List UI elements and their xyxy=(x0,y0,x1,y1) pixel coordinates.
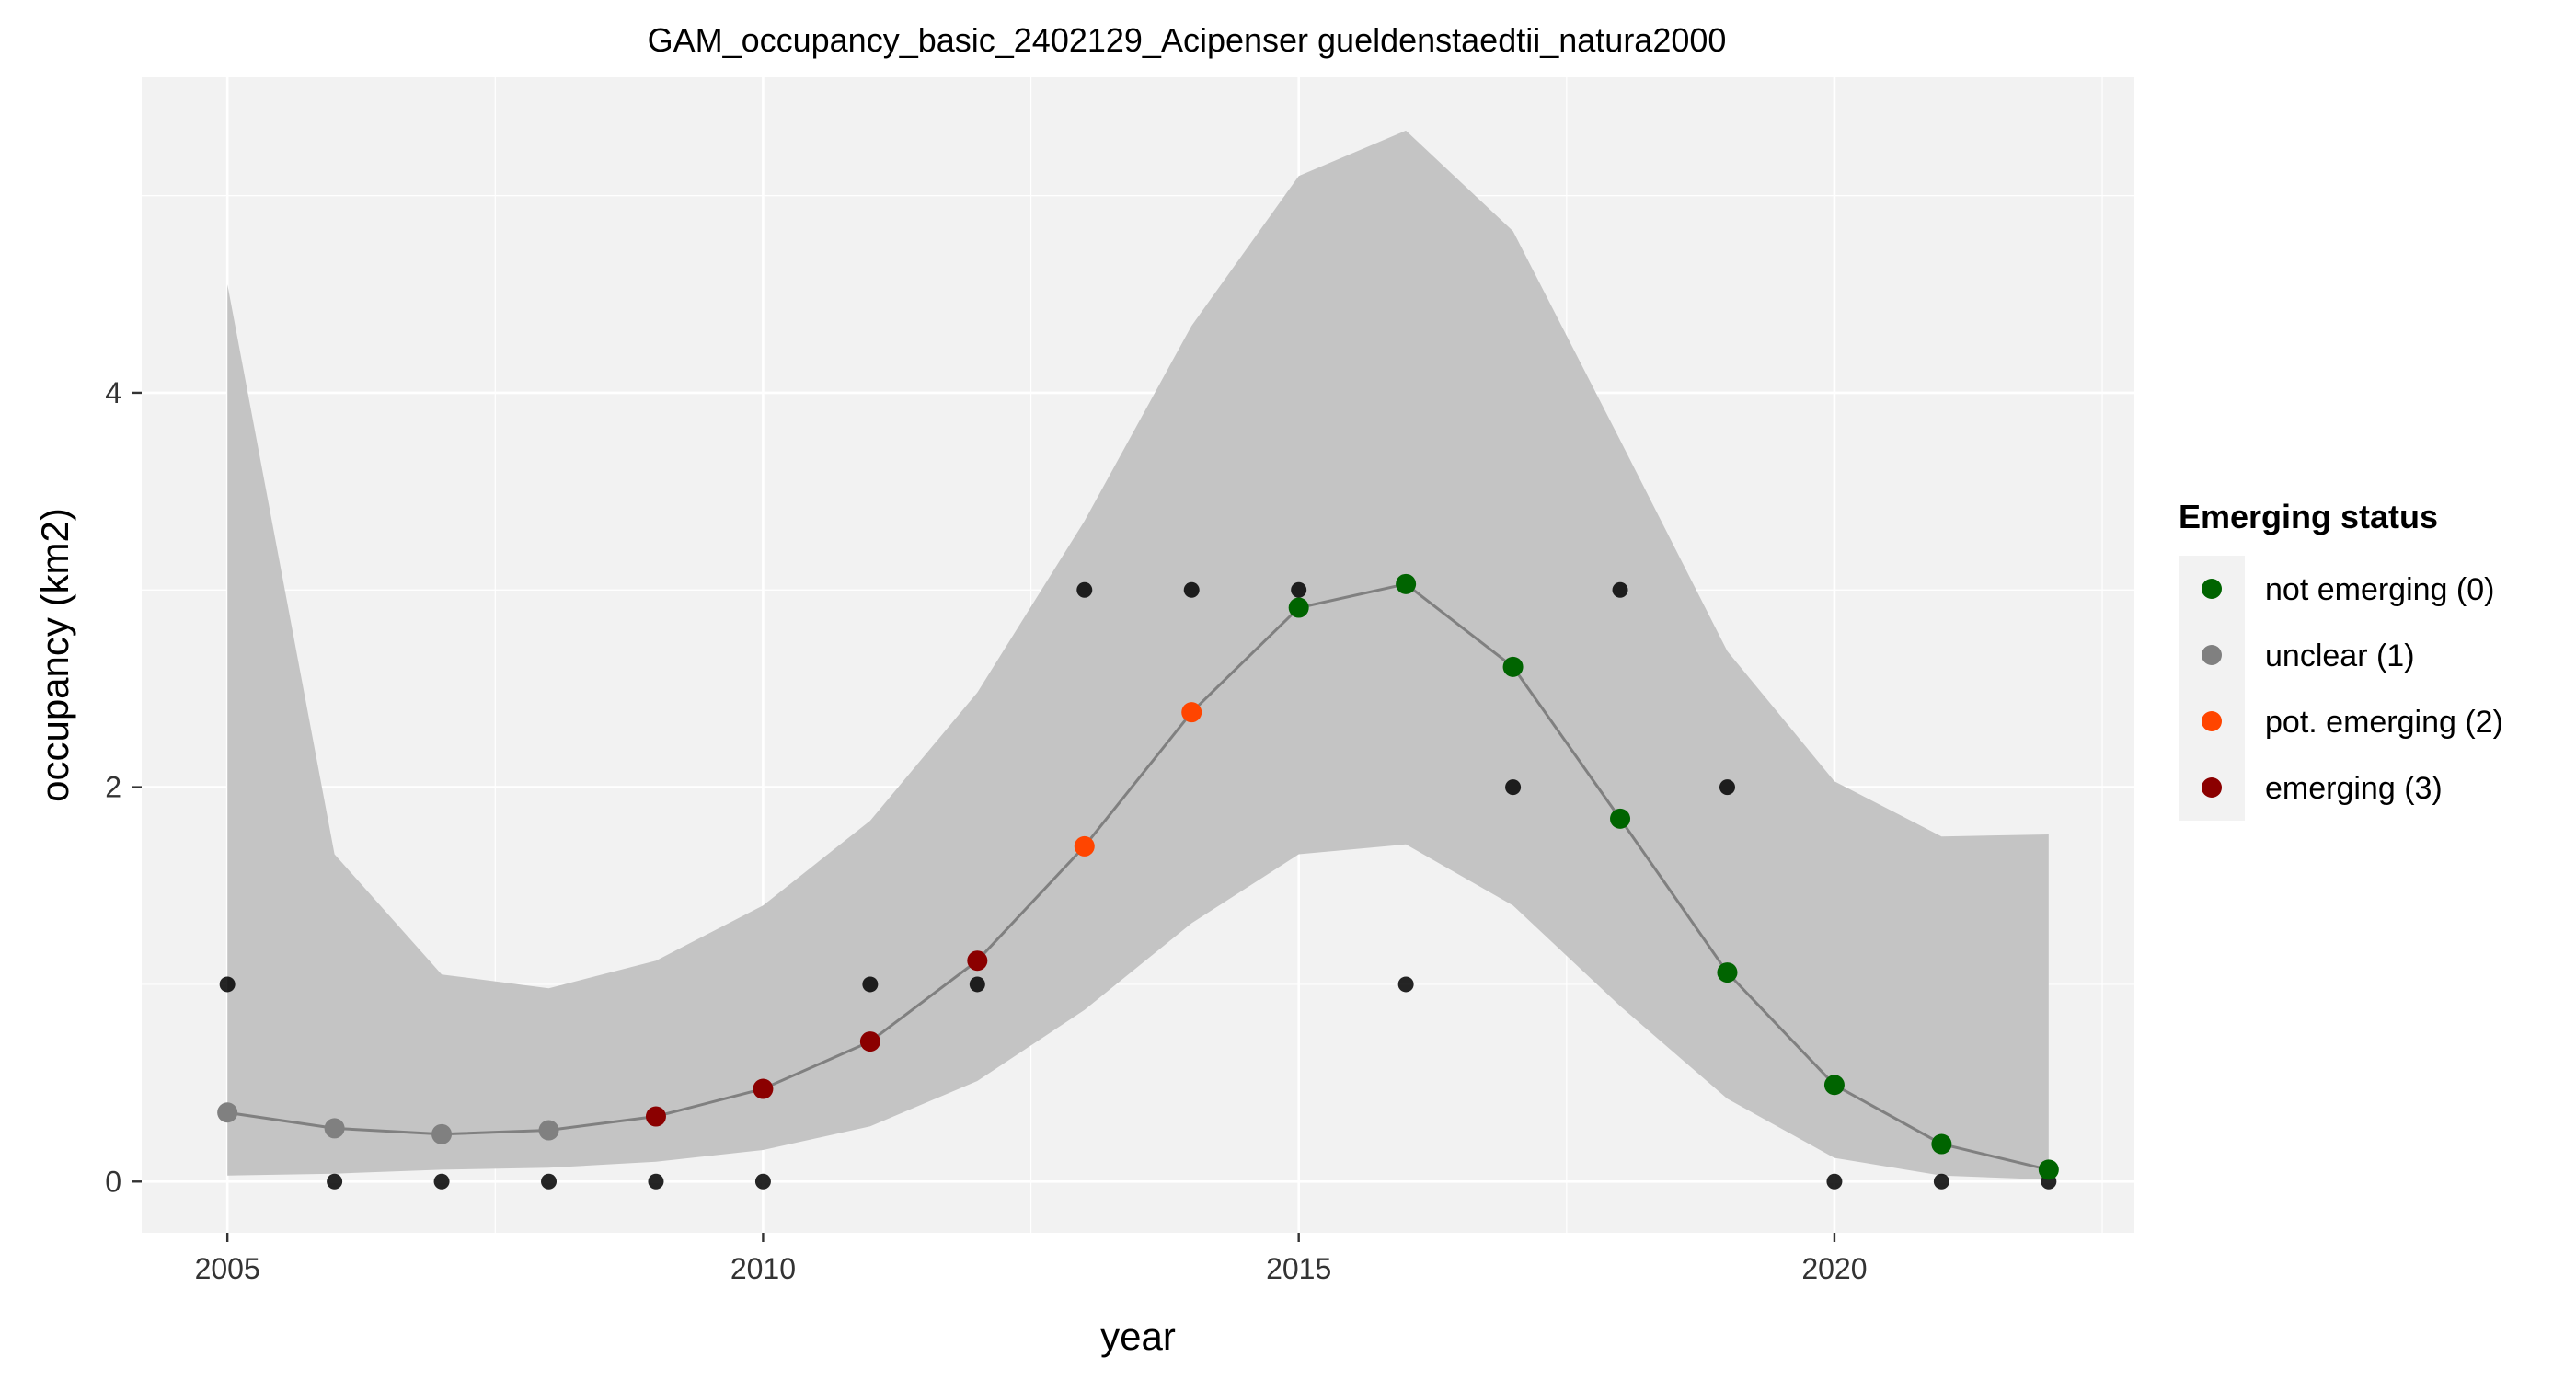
observed-point xyxy=(1505,779,1522,796)
legend-marker xyxy=(2202,645,2222,665)
observed-point xyxy=(1612,581,1628,598)
fitted-point xyxy=(324,1118,345,1139)
observed-point xyxy=(862,976,879,993)
observed-point xyxy=(1826,1173,1843,1190)
legend-label: unclear (1) xyxy=(2265,638,2415,673)
x-tick-label: 2020 xyxy=(1801,1252,1867,1285)
legend-label: pot. emerging (2) xyxy=(2265,705,2503,740)
y-axis-title: occupancy (km2) xyxy=(33,508,76,802)
observed-point xyxy=(1933,1173,1949,1190)
observed-point xyxy=(1291,581,1307,598)
fitted-point xyxy=(1502,656,1524,677)
confidence-band xyxy=(227,130,2049,1180)
legend: Emerging status not emerging (0) unclear … xyxy=(2179,498,2503,821)
x-axis: 2005 2010 2015 2020 xyxy=(195,1233,1868,1285)
fitted-point xyxy=(1823,1075,1845,1096)
observed-point xyxy=(1076,581,1093,598)
fitted-point xyxy=(2038,1159,2059,1180)
fitted-point xyxy=(1074,835,1095,857)
x-tick-label: 2005 xyxy=(195,1252,260,1285)
x-tick-label: 2010 xyxy=(730,1252,796,1285)
fitted-point xyxy=(967,950,988,972)
observed-point xyxy=(1719,779,1735,796)
fitted-point xyxy=(1717,962,1738,983)
fitted-point xyxy=(753,1078,774,1099)
y-tick-label: 2 xyxy=(105,771,121,804)
legend-marker xyxy=(2202,579,2222,599)
legend-title: Emerging status xyxy=(2179,498,2438,535)
legend-label: emerging (3) xyxy=(2265,771,2443,806)
fitted-points xyxy=(217,573,2059,1180)
legend-marker xyxy=(2202,711,2222,731)
observed-point xyxy=(969,976,985,993)
observed-point xyxy=(1183,581,1200,598)
fitted-point xyxy=(217,1102,238,1123)
x-axis-title: year xyxy=(1100,1315,1176,1358)
fitted-point xyxy=(431,1123,453,1144)
fitted-point xyxy=(538,1120,559,1141)
observed-point xyxy=(754,1173,771,1190)
fitted-point xyxy=(1931,1133,1952,1155)
fitted-point xyxy=(1396,573,1417,594)
observed-points xyxy=(219,581,2057,1190)
fitted-point xyxy=(1288,597,1309,618)
fitted-point xyxy=(1181,702,1202,723)
y-tick-label: 0 xyxy=(105,1165,121,1198)
y-axis: 0 2 4 xyxy=(105,376,142,1198)
chart-title: GAM_occupancy_basic_2402129_Acipenser gu… xyxy=(648,21,1727,59)
legend-marker xyxy=(2202,777,2222,798)
observed-point xyxy=(433,1173,450,1190)
observed-point xyxy=(219,976,236,993)
fitted-point xyxy=(1610,808,1631,829)
fitted-point xyxy=(859,1031,880,1052)
observed-point xyxy=(1397,976,1414,993)
observed-point xyxy=(648,1173,664,1190)
legend-label: not emerging (0) xyxy=(2265,572,2494,607)
observed-point xyxy=(541,1173,558,1190)
fitted-point xyxy=(645,1106,666,1127)
fitted-line xyxy=(226,582,2050,1171)
observed-point xyxy=(327,1173,343,1190)
x-tick-label: 2015 xyxy=(1266,1252,1331,1285)
y-tick-label: 4 xyxy=(105,376,121,409)
